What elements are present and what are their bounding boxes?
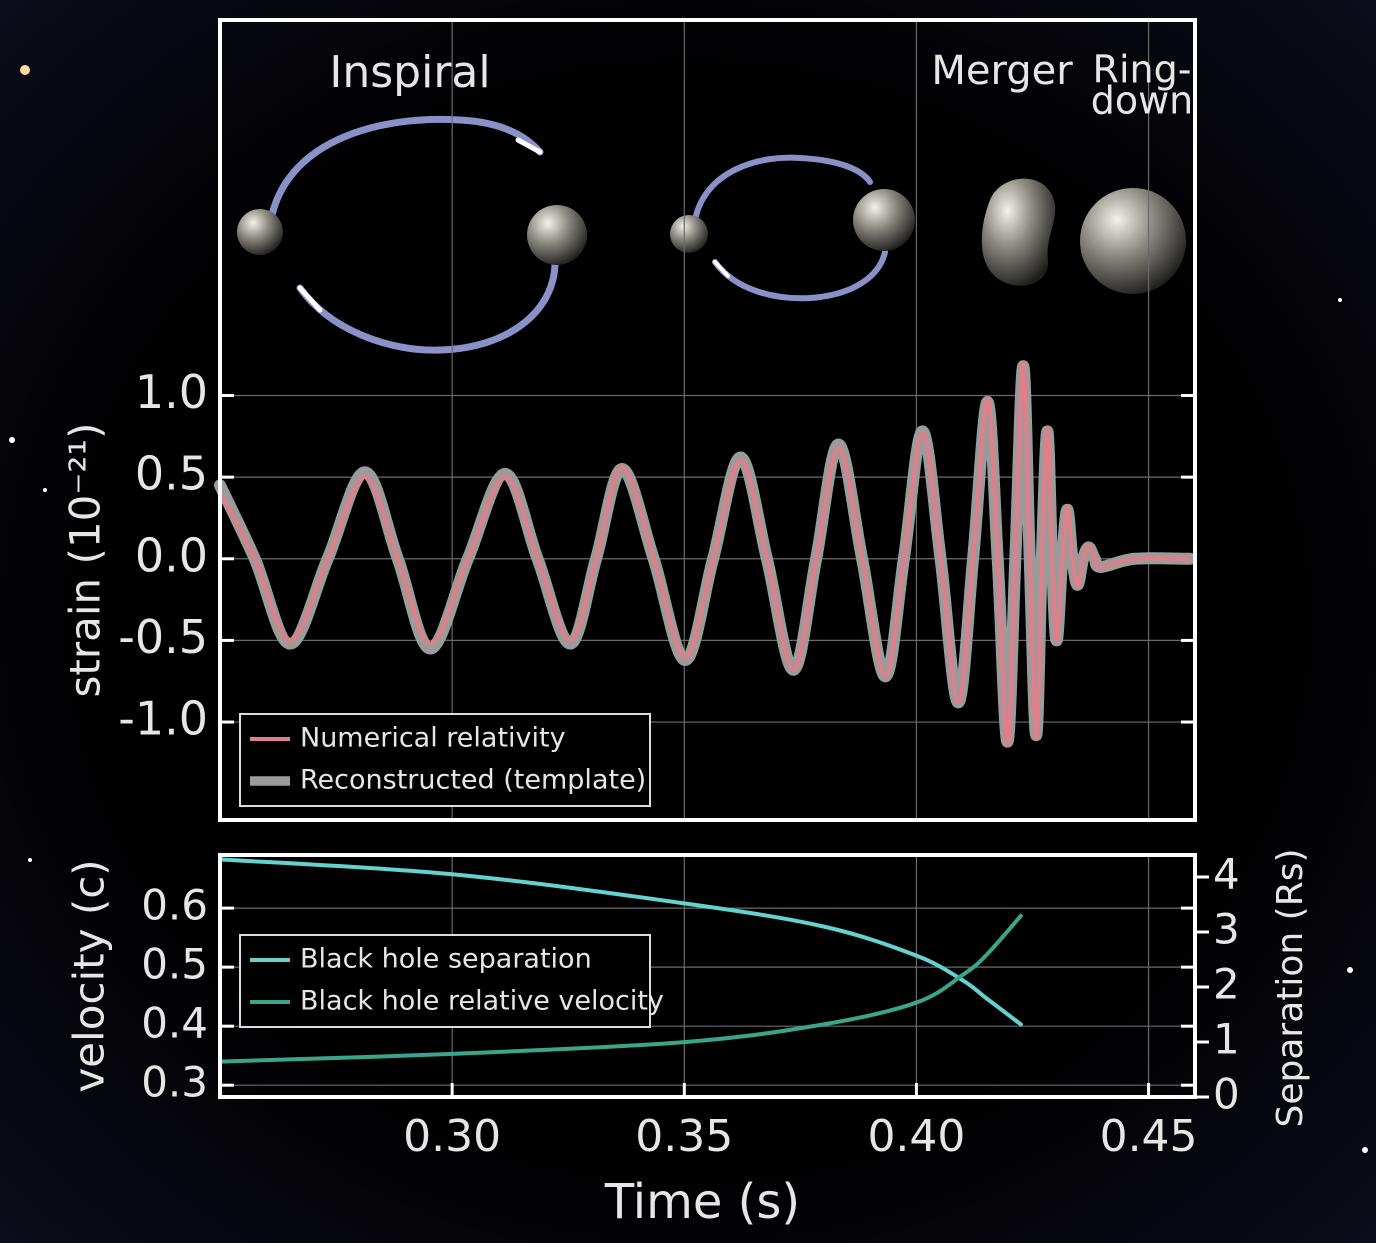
y-tick-label: 0.0 bbox=[135, 528, 208, 582]
legend-label: Numerical relativity bbox=[300, 723, 566, 754]
y2-tick-label: 3 bbox=[1213, 905, 1240, 954]
y2-axis-label: Separation (Rs) bbox=[1270, 848, 1311, 1127]
y2-tick-label: 1 bbox=[1213, 1015, 1240, 1064]
y-axis-label: velocity (c) bbox=[65, 859, 114, 1092]
y-tick-label: 0.3 bbox=[141, 1058, 208, 1107]
legend-label: Black hole relative velocity bbox=[300, 986, 664, 1017]
x-tick-label: 0.40 bbox=[867, 1111, 965, 1162]
y-axis-label: strain (10⁻²¹) bbox=[61, 422, 110, 697]
y2-tick-label: 2 bbox=[1213, 960, 1240, 1009]
y-tick-label: 0.5 bbox=[141, 940, 208, 989]
phase-label: Inspiral bbox=[329, 47, 490, 98]
legend-label: Reconstructed (template) bbox=[300, 765, 646, 796]
y-tick-label: 0.5 bbox=[135, 447, 208, 501]
y2-tick-label: 0 bbox=[1213, 1070, 1240, 1119]
x-tick-label: 0.45 bbox=[1100, 1111, 1198, 1162]
y-tick-label: -1.0 bbox=[118, 692, 208, 746]
y-tick-label: 1.0 bbox=[135, 365, 208, 419]
y-tick-label: 0.6 bbox=[141, 881, 208, 930]
legend-label: Black hole separation bbox=[300, 944, 592, 975]
x-tick-label: 0.30 bbox=[403, 1111, 501, 1162]
y-tick-label: 0.4 bbox=[141, 999, 208, 1048]
y2-tick-label: 4 bbox=[1213, 850, 1240, 899]
phase-label: down bbox=[1091, 79, 1194, 123]
phase-label: Merger bbox=[931, 48, 1073, 94]
chart: -1.0 -0.5 0.0 0.5 1.0 Numerical relativity Rec… bbox=[0, 0, 1376, 1243]
y-tick-label: -0.5 bbox=[118, 610, 208, 664]
x-tick-label: 0.35 bbox=[635, 1111, 733, 1162]
page: -1.0 -0.5 0.0 0.5 1.0 Numerical relativity Rec… bbox=[0, 0, 1376, 1243]
x-axis-label: Time (s) bbox=[604, 1174, 800, 1230]
